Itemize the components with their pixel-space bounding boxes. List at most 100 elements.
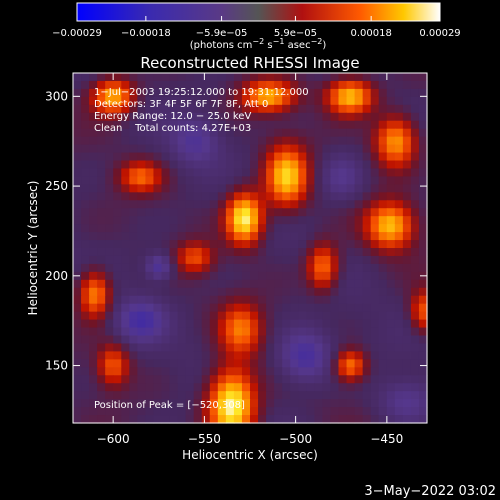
heatmap-cell [362,263,372,273]
heatmap-cell [81,168,90,178]
heatmap-cell [418,407,428,416]
heatmap-cell [298,383,307,392]
heatmap-cell [177,351,187,360]
heatmap-cell [386,311,396,321]
heatmap-cell [298,351,307,360]
heatmap-cell [266,240,275,249]
heatmap-cell [137,415,147,424]
heatmap-cell [73,351,82,360]
heatmap-cell [250,367,259,376]
heatmap-cell [177,88,187,98]
heatmap-cell [177,359,187,368]
heatmap-cell [105,287,114,297]
heatmap-cell [338,383,348,392]
heatmap-cell [121,144,130,154]
heatmap-cell [338,248,348,257]
heatmap-cell [418,327,428,337]
heatmap-cell [241,375,251,384]
heatmap-cell [370,415,380,424]
heatmap-cell [370,279,380,289]
heatmap-cell [233,184,243,193]
heatmap-cell [378,160,388,170]
heatmap-cell [161,80,171,90]
heatmap-cell [169,208,179,217]
heatmap-cell [145,184,155,193]
heatmap-cell [322,160,332,170]
heatmap-cell [338,120,348,130]
heatmap-cell [169,160,179,170]
heatmap-cell [258,311,267,321]
heatmap-cell [274,319,283,329]
heatmap-cell [161,136,171,146]
heatmap-cell [290,168,299,178]
heatmap-cell [161,184,171,193]
heatmap-cell [394,128,404,138]
heatmap-cell [386,383,396,392]
heatmap-cell [209,367,219,376]
heatmap-cell [177,176,187,185]
heatmap-cell [330,168,340,178]
heatmap-cell [89,327,98,337]
heatmap-cell [185,240,195,249]
heatmap-cell [105,375,114,384]
heatmap-cell [290,351,299,360]
heatmap-cell [378,311,388,321]
heatmap-cell [225,311,235,321]
heatmap-cell [113,73,122,82]
heatmap-cell [225,232,235,241]
heatmap-cell [201,343,211,353]
heatmap-cell [314,128,324,138]
heatmap-cell [153,160,163,170]
heatmap-cell [105,80,114,90]
footer-date: 3−May−2022 03:02 [364,484,496,499]
heatmap-cell [81,295,90,305]
heatmap-cell [330,399,340,408]
heatmap-cell [177,224,187,233]
heatmap-cell [241,112,251,122]
heatmap-cell [290,232,299,241]
heatmap-cell [402,335,412,345]
heatmap-cell [346,232,356,241]
heatmap-cell [354,375,364,384]
heatmap-cell [209,104,219,114]
heatmap-cell [386,303,396,313]
heatmap-cell [394,319,404,329]
heatmap-cell [113,112,122,122]
heatmap-cell [217,319,227,329]
heatmap-cell [145,327,155,337]
heatmap-cell [241,343,251,353]
heatmap-cell [410,200,420,209]
heatmap-cell [354,248,364,257]
heatmap-cell [362,73,372,82]
heatmap-cell [185,120,195,130]
heatmap-cell [153,367,163,376]
heatmap-cell [250,343,259,353]
heatmap-cell [370,152,380,162]
heatmap-cell [177,303,187,313]
heatmap-cell [233,311,243,321]
heatmap-cell [129,80,138,90]
heatmap-cell [298,136,307,146]
heatmap-cell [362,232,372,241]
heatmap-cell [386,136,396,146]
heatmap-cell [258,208,267,217]
heatmap-cell [338,399,348,408]
heatmap-cell [418,415,428,424]
heatmap-cell [201,335,211,345]
heatmap-cell [217,335,227,345]
heatmap-cell [105,279,114,289]
heatmap-cell [81,248,90,257]
heatmap-cell [97,104,106,114]
heatmap-cell [402,168,412,178]
heatmap-cell [193,80,203,90]
heatmap-cell [410,240,420,249]
heatmap-cell [105,255,114,265]
heatmap-cell [73,216,82,225]
heatmap-cell [73,80,82,90]
heatmap-cell [121,295,130,305]
heatmap-cell [153,120,163,130]
heatmap-cell [346,176,356,185]
heatmap-cell [290,391,299,400]
heatmap-cell [306,407,315,416]
heatmap-cell [121,192,130,201]
